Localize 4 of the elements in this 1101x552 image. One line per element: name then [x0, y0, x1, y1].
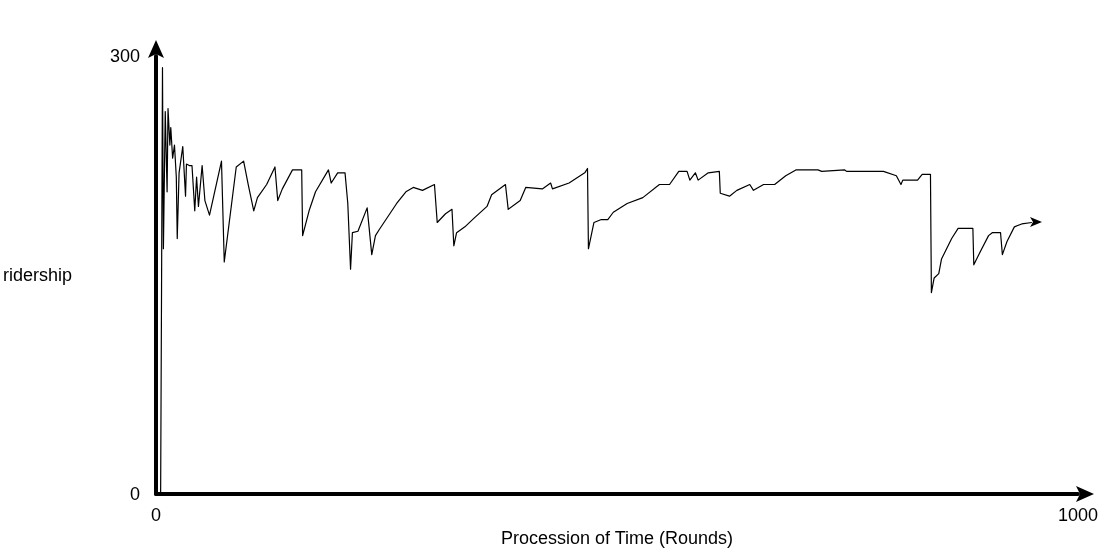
x-axis-title: Procession of Time (Rounds) — [500, 528, 734, 548]
y-tick-label: 300 — [109, 46, 141, 66]
x-tick-label: 1000 — [1057, 505, 1098, 526]
y-axis-title: ridership — [3, 265, 73, 286]
